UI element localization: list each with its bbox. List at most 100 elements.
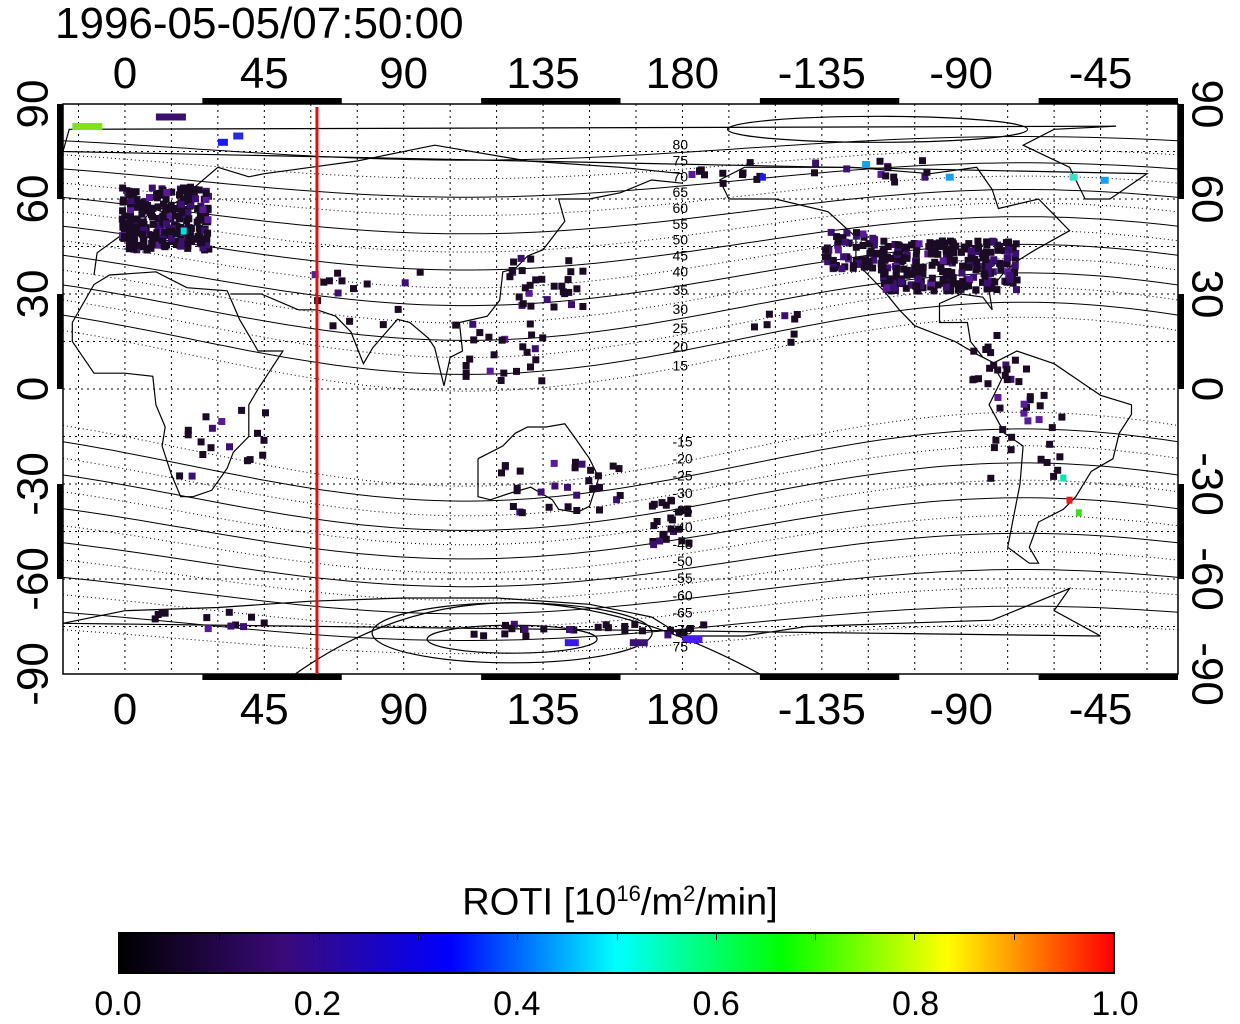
- roti-point: [879, 263, 887, 271]
- roti-point: [908, 281, 916, 289]
- roti-point: [983, 248, 990, 256]
- roti-point: [149, 213, 157, 221]
- roti-point: [180, 227, 187, 235]
- roti-point: [452, 321, 460, 329]
- roti-point: [894, 241, 902, 249]
- roti-point: [167, 234, 175, 242]
- contour-line: [62, 532, 1179, 588]
- roti-point: [949, 248, 957, 256]
- roti-point: [831, 264, 839, 272]
- roti-point: [1009, 244, 1017, 252]
- roti-point: [158, 191, 166, 199]
- roti-point: [1066, 496, 1073, 504]
- roti-point: [485, 333, 493, 341]
- contour-line: [62, 202, 1179, 253]
- roti-point: [927, 250, 935, 258]
- roti-point: [891, 178, 899, 186]
- roti-point: [650, 541, 658, 549]
- roti-point: [990, 444, 998, 452]
- roti-point: [993, 286, 1001, 294]
- roti-point: [983, 285, 991, 293]
- roti-point: [884, 264, 891, 272]
- roti-point: [1048, 424, 1056, 432]
- roti-point: [993, 332, 1001, 339]
- roti-point: [218, 418, 226, 425]
- south-pole-contour-mid: [371, 602, 653, 664]
- roti-point: [840, 253, 848, 261]
- roti-point: [194, 232, 202, 240]
- roti-point: [947, 287, 955, 295]
- roti-point: [497, 377, 505, 384]
- roti-point: [509, 503, 517, 510]
- roti-point: [162, 206, 170, 214]
- roti-point: [662, 501, 670, 509]
- roti-point: [790, 330, 798, 338]
- frame-bar-left: [57, 294, 63, 389]
- roti-point: [867, 247, 875, 255]
- contour-line: [62, 605, 1179, 641]
- roti-point: [526, 320, 534, 328]
- roti-point: [480, 632, 488, 640]
- roti-point: [506, 273, 514, 281]
- contour-label: -45: [672, 536, 692, 552]
- roti-point: [138, 221, 146, 229]
- roti-point: [822, 246, 830, 254]
- roti-point: [1005, 238, 1012, 246]
- roti-point: [176, 191, 183, 199]
- roti-point: [522, 632, 530, 640]
- roti-point: [1007, 446, 1015, 454]
- roti-point: [119, 207, 127, 215]
- frame-bar-bottom: [202, 674, 342, 680]
- roti-point: [1037, 455, 1045, 463]
- roti-point: [177, 187, 185, 195]
- roti-point: [184, 233, 192, 241]
- bottom-longitude-label: 90: [379, 685, 428, 734]
- contour-label: -25: [672, 468, 692, 484]
- roti-point: [1026, 393, 1034, 401]
- roti-point: [944, 268, 952, 275]
- roti-point: [945, 253, 953, 261]
- roti-point: [880, 250, 888, 258]
- roti-point: [984, 380, 992, 388]
- roti-point: [869, 264, 877, 272]
- roti-point: [416, 268, 424, 276]
- roti-point: [667, 525, 675, 533]
- roti-point: [987, 248, 995, 256]
- roti-point: [759, 173, 766, 181]
- roti-point: [401, 279, 409, 287]
- top-longitude-label: -135: [778, 49, 866, 98]
- roti-point: [609, 462, 617, 470]
- roti-point: [159, 212, 167, 220]
- frame-bar-top: [1038, 98, 1178, 104]
- roti-point: [975, 243, 983, 251]
- roti-point: [177, 223, 184, 231]
- roti-point: [127, 206, 135, 214]
- roti-point: [127, 191, 135, 199]
- roti-point: [199, 206, 207, 214]
- roti-point: [155, 113, 186, 121]
- roti-point: [1054, 466, 1062, 474]
- frame-bar-top: [759, 98, 900, 104]
- contour-label: -40: [672, 519, 692, 535]
- roti-point: [1011, 261, 1019, 269]
- roti-point: [259, 451, 267, 459]
- roti-point: [72, 123, 103, 130]
- roti-point: [1006, 272, 1014, 280]
- roti-point: [859, 242, 867, 249]
- roti-point: [164, 213, 172, 221]
- roti-point: [849, 262, 857, 270]
- roti-point: [527, 302, 535, 310]
- roti-point: [490, 351, 498, 359]
- roti-point: [682, 636, 703, 643]
- roti-point: [765, 310, 773, 318]
- roti-point: [639, 627, 646, 635]
- roti-point: [161, 228, 169, 236]
- left-latitude-label: 0: [8, 377, 57, 401]
- roti-point: [551, 482, 559, 490]
- contour-label: 35: [672, 282, 688, 298]
- right-latitude-label: 0: [1183, 377, 1232, 401]
- roti-point: [518, 509, 526, 517]
- roti-point: [1058, 413, 1066, 421]
- roti-point: [751, 323, 758, 331]
- roti-point: [675, 629, 683, 637]
